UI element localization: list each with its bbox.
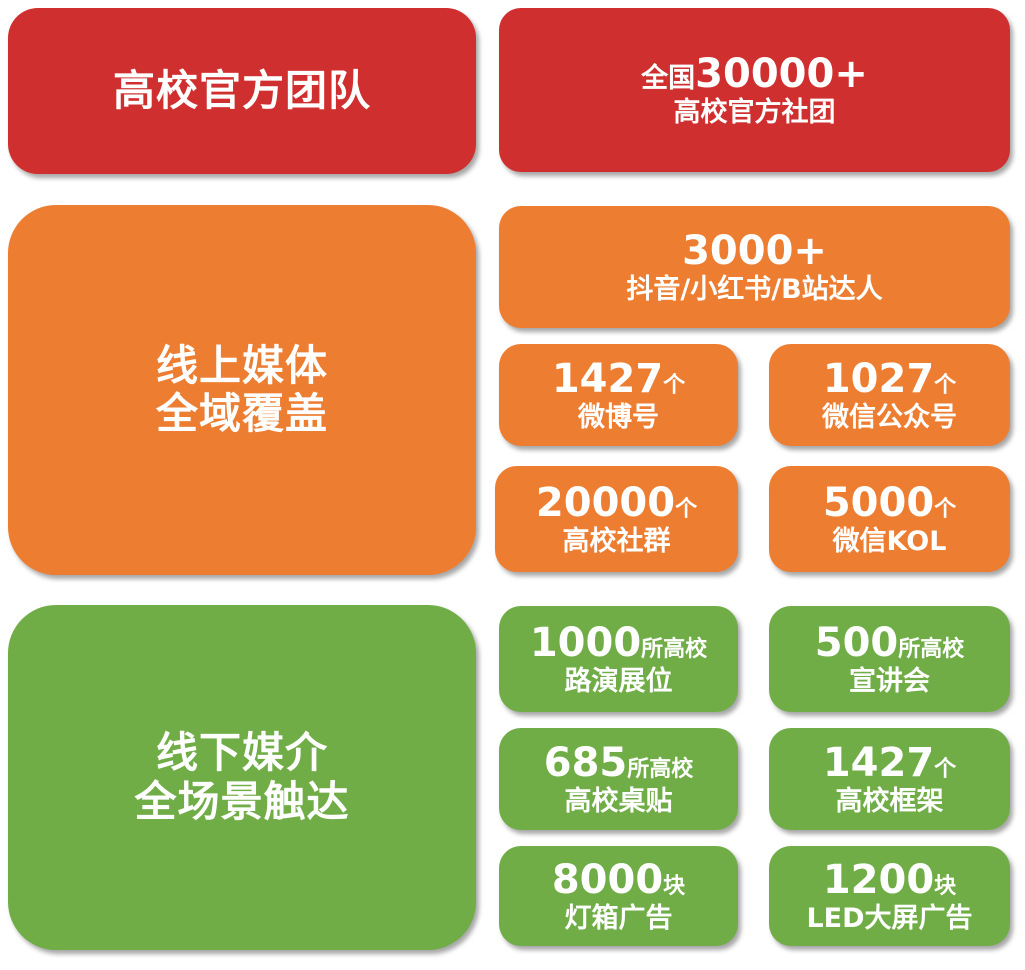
stat-unit: 所高校 (898, 637, 965, 663)
online-top-box: 3000+ 抖音/小红书/B站达人 (499, 206, 1010, 328)
stat-label: 抖音/小红书/B站达人 (626, 274, 883, 306)
stat-label: LED大屏广告 (806, 903, 973, 935)
offline-title-1: 线下媒介 (155, 728, 328, 778)
stat-label: 灯箱广告 (564, 903, 673, 935)
offline-stat-box: 1200块 LED大屏广告 (769, 846, 1010, 946)
offline-stat-box: 8000块 灯箱广告 (499, 846, 738, 946)
stat-unit: 个 (934, 373, 957, 399)
stat-value: 5000 (822, 480, 935, 527)
offline-title-box: 线下媒介 全场景触达 (8, 605, 476, 950)
offline-title-2: 全场景触达 (134, 776, 350, 826)
stat-value: 1000 (529, 620, 642, 667)
stat-label: 高校桌贴 (564, 786, 673, 818)
stat-label: 微信公众号 (822, 402, 957, 434)
online-title-2: 全域覆盖 (155, 389, 328, 438)
stat-value: 1200 (822, 857, 935, 904)
online-title-box: 线上媒体 全域覆盖 (8, 205, 476, 575)
stat-label: 路演展位 (564, 666, 673, 698)
offline-stat-box: 1427个 高校框架 (769, 728, 1010, 830)
offline-stat-box: 1000所高校 路演展位 (499, 606, 738, 712)
stat-value-line: 1200块 (823, 857, 956, 903)
team-title-box: 高校官方团队 (8, 8, 476, 174)
stat-unit: 所高校 (641, 637, 708, 663)
stat-label: 高校社群 (562, 526, 671, 558)
stat-value-line: 8000块 (552, 857, 685, 903)
stat-value-line: 1427个 (823, 740, 956, 786)
online-stat-box: 1427个 微博号 (499, 344, 738, 446)
stat-value: 685 (543, 740, 628, 787)
team-label: 高校官方社团 (673, 97, 836, 129)
stat-value-line: 685所高校 (544, 740, 694, 786)
stat-label: 宣讲会 (849, 666, 930, 698)
stat-unit: 所高校 (627, 757, 694, 783)
stat-value-line: 500所高校 (815, 620, 965, 666)
offline-stat-box: 685所高校 高校桌贴 (499, 728, 738, 830)
offline-stat-box: 500所高校 宣讲会 (769, 606, 1010, 712)
stat-value: 1427 (551, 356, 664, 403)
online-stat-box: 5000个 微信KOL (769, 466, 1010, 572)
stat-value-line: 5000个 (823, 480, 956, 526)
team-stat-box: 全国30000+ 高校官方社团 (499, 8, 1010, 172)
stat-value-line: 1427个 (552, 356, 685, 402)
stat-value: 8000 (551, 857, 664, 904)
stat-unit: 个 (934, 757, 957, 783)
team-count: 30000+ (695, 51, 868, 98)
online-title-1: 线上媒体 (155, 340, 328, 390)
stat-value: 1427 (822, 740, 935, 787)
stat-unit: 块 (934, 874, 957, 900)
team-prefix: 全国 (641, 63, 696, 95)
online-stat-box: 20000个 高校社群 (495, 466, 738, 572)
stat-value: 500 (814, 620, 899, 667)
stat-unit: 个 (663, 373, 686, 399)
stat-unit: 个 (934, 497, 957, 523)
stat-value-line: 1027个 (823, 356, 956, 402)
stat-value-line: 1000所高校 (530, 620, 707, 666)
stat-label: 微信KOL (832, 526, 947, 558)
stat-label: 高校框架 (835, 786, 944, 818)
stat-value-line: 20000个 (536, 480, 697, 526)
stat-unit: 个 (675, 497, 698, 523)
stat-value: 3000+ (682, 228, 827, 275)
stat-value: 20000 (535, 480, 676, 527)
stat-label: 微博号 (578, 402, 659, 434)
stat-value: 1027 (822, 356, 935, 403)
team-count-line: 全国30000+ (641, 51, 868, 97)
online-stat-box: 1027个 微信公众号 (769, 344, 1010, 446)
team-title: 高校官方团队 (112, 65, 371, 115)
stat-unit: 块 (663, 874, 686, 900)
